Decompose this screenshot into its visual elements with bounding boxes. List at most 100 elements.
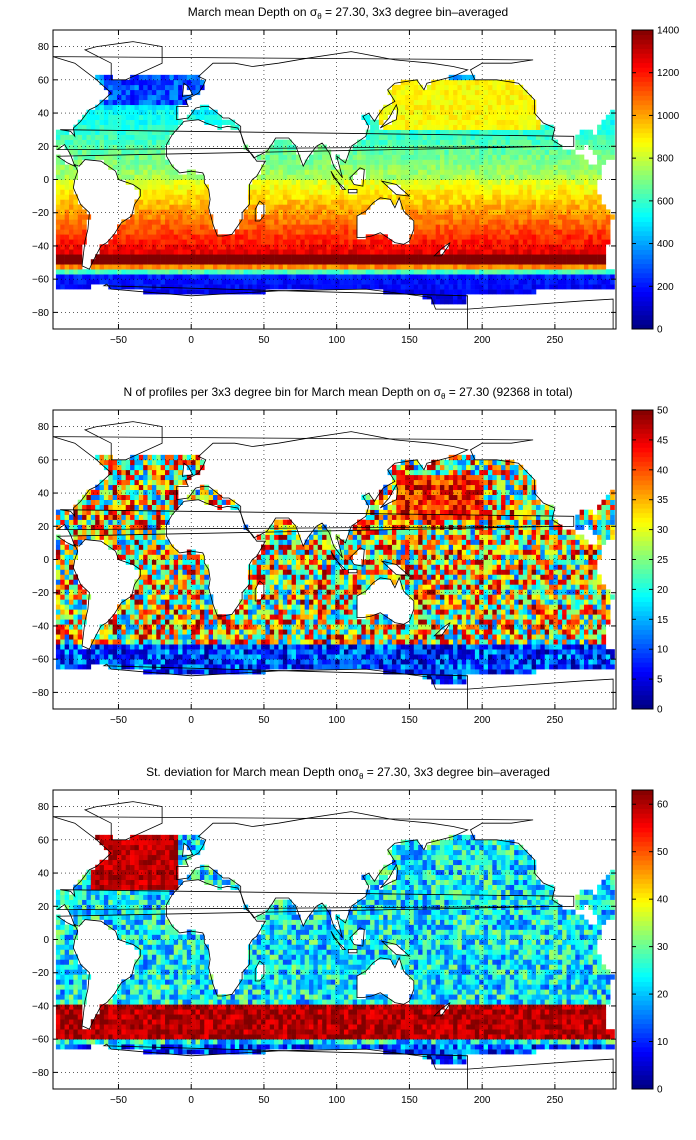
heatmap-cell — [562, 154, 567, 160]
heatmap-cell — [370, 234, 375, 240]
heatmap-cell — [483, 159, 489, 165]
heatmap-cell — [527, 264, 532, 270]
heatmap-cell — [400, 159, 406, 165]
heatmap-cell — [501, 214, 506, 220]
heatmap-cell — [509, 234, 515, 240]
heatmap-cell — [575, 224, 580, 230]
heatmap-cell — [396, 169, 401, 175]
heatmap-cell — [300, 254, 305, 260]
heatmap-cell — [138, 249, 144, 255]
heatmap-cell — [409, 179, 415, 185]
heatmap-cell — [143, 519, 148, 525]
heatmap-cell — [470, 114, 476, 120]
heatmap-cell — [295, 159, 301, 165]
heatmap-cell — [562, 259, 567, 265]
heatmap-cell — [444, 229, 449, 235]
heatmap-cell — [431, 169, 436, 175]
heatmap-cell — [156, 664, 161, 670]
heatmap-cell — [343, 229, 349, 235]
heatmap-cell — [553, 284, 559, 290]
heatmap-cell — [217, 239, 223, 245]
heatmap-cell — [549, 139, 554, 145]
heatmap-cell — [147, 519, 153, 525]
heatmap-cell — [60, 639, 65, 645]
heatmap-cell — [592, 199, 598, 205]
heatmap-cell — [405, 119, 410, 125]
heatmap-cell — [95, 639, 100, 645]
heatmap-cell — [335, 184, 340, 190]
heatmap-cell — [492, 139, 497, 145]
heatmap-cell — [138, 604, 144, 610]
heatmap-cell — [95, 274, 100, 280]
heatmap-cell — [99, 274, 105, 280]
colorbar-step — [632, 160, 653, 166]
heatmap-cell — [204, 239, 209, 245]
heatmap-cell — [204, 189, 209, 195]
heatmap-cell — [99, 139, 105, 145]
heatmap-cell — [208, 239, 214, 245]
heatmap-cell — [326, 204, 332, 210]
heatmap-cell — [466, 219, 471, 225]
heatmap-cell — [82, 529, 87, 535]
heatmap-cell — [483, 94, 489, 101]
heatmap-cell — [557, 184, 563, 190]
heatmap-cell — [143, 199, 148, 205]
heatmap-cell — [108, 144, 113, 150]
heatmap-cell — [505, 139, 511, 145]
heatmap-cell — [134, 84, 140, 91]
heatmap-cell — [457, 99, 463, 106]
heatmap-cell — [566, 169, 572, 175]
heatmap-cell — [492, 129, 497, 135]
heatmap-cell — [474, 204, 480, 210]
heatmap-cell — [378, 269, 384, 275]
colorbar-step — [632, 146, 653, 152]
heatmap-cell — [151, 124, 157, 130]
heatmap-cell — [208, 109, 214, 116]
heatmap-cell — [178, 269, 183, 275]
heatmap-cell — [348, 224, 353, 230]
heatmap-cell — [69, 519, 74, 525]
heatmap-cell — [169, 189, 175, 195]
heatmap-cell — [317, 229, 323, 235]
heatmap-cell — [60, 184, 65, 190]
heatmap-cell — [575, 219, 580, 225]
heatmap-cell — [461, 89, 467, 96]
heatmap-cell — [108, 664, 113, 670]
heatmap-cell — [461, 124, 467, 130]
heatmap-cell — [143, 109, 148, 116]
heatmap-cell — [418, 104, 423, 111]
heatmap-cell — [138, 109, 144, 116]
heatmap-cell — [527, 154, 532, 160]
heatmap-cell — [73, 134, 79, 140]
heatmap-cell — [160, 154, 166, 160]
heatmap-cell — [605, 239, 611, 245]
heatmap-cell — [69, 554, 74, 560]
heatmap-cell — [374, 274, 380, 280]
heatmap-cell — [173, 219, 179, 225]
heatmap-cell — [435, 129, 441, 135]
heatmap-cell — [252, 234, 257, 240]
heatmap-cell — [82, 664, 87, 670]
heatmap-cell — [575, 214, 580, 220]
heatmap-cell — [199, 284, 205, 290]
heatmap-cell — [138, 74, 144, 81]
heatmap-cell — [601, 159, 607, 165]
heatmap-cell — [99, 149, 105, 155]
heatmap-cell — [549, 284, 554, 290]
heatmap-cell — [199, 114, 205, 120]
heatmap-cell — [444, 264, 449, 270]
heatmap-cell — [501, 99, 506, 106]
heatmap-cell — [117, 479, 122, 486]
heatmap-cell — [165, 244, 170, 250]
heatmap-cell — [466, 189, 471, 195]
heatmap-cell — [439, 229, 445, 235]
heatmap-cell — [426, 164, 432, 170]
heatmap-cell — [492, 169, 497, 175]
heatmap-cell — [496, 189, 502, 195]
heatmap-cell — [496, 114, 502, 120]
colorbar-step — [632, 263, 653, 269]
heatmap-cell — [103, 129, 109, 135]
heatmap-cell — [86, 524, 92, 530]
heatmap-cell — [348, 229, 353, 235]
heatmap-cell — [208, 284, 214, 290]
